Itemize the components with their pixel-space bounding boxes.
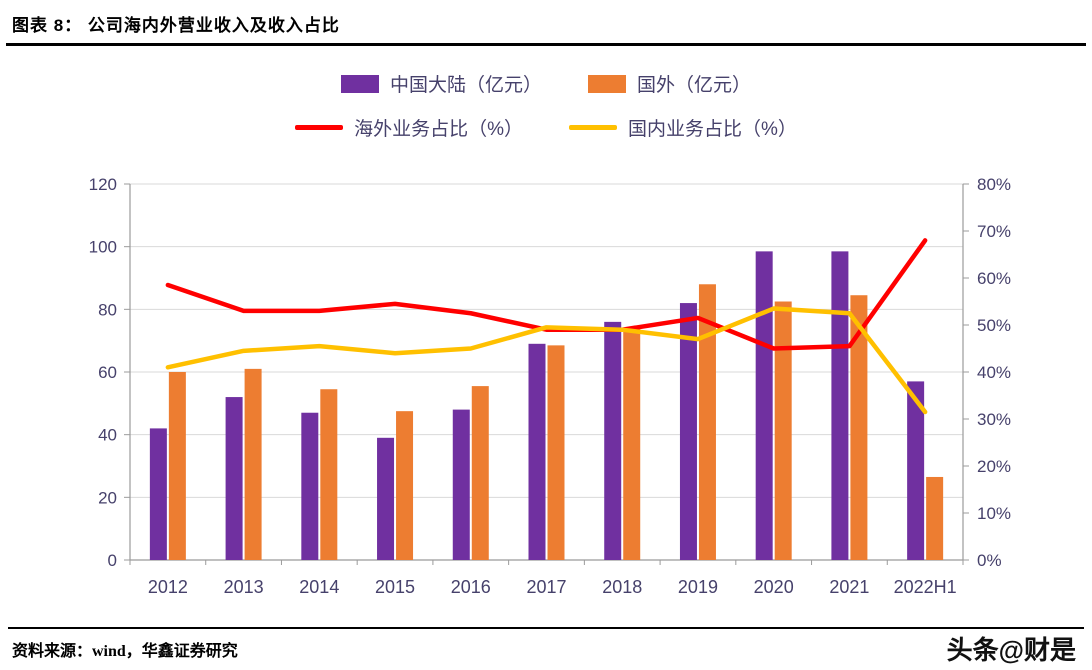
left-axis-tick-label: 100 bbox=[89, 238, 117, 257]
x-axis-category-label: 2020 bbox=[754, 577, 794, 597]
figure-title: 图表 8： 公司海内外营业收入及收入占比 bbox=[12, 16, 340, 35]
legend-item-overseas: 国外（亿元） bbox=[588, 70, 751, 97]
right-axis-tick-label: 10% bbox=[977, 504, 1011, 523]
legend-label-overseas-share: 海外业务占比（%） bbox=[354, 119, 523, 140]
right-axis-tick-label: 70% bbox=[977, 222, 1011, 241]
bar-mainland bbox=[225, 397, 243, 560]
source-note: 资料来源：wind，华鑫证券研究 bbox=[12, 643, 238, 660]
bar-overseas bbox=[926, 476, 944, 560]
bar-overseas bbox=[244, 368, 262, 560]
legend-item-overseas-share: 海外业务占比（%） bbox=[295, 114, 523, 141]
overseas-swatch-icon bbox=[588, 74, 626, 93]
bar-mainland bbox=[755, 251, 773, 560]
x-axis-category-label: 2014 bbox=[299, 577, 339, 597]
bar-mainland bbox=[604, 321, 622, 560]
bar-mainland bbox=[679, 303, 697, 560]
bar-overseas bbox=[774, 301, 792, 560]
right-axis-tick-label: 30% bbox=[977, 410, 1011, 429]
left-axis-tick-label: 20 bbox=[98, 488, 117, 507]
bar-mainland bbox=[907, 381, 925, 560]
overseas-share-line-icon bbox=[295, 125, 344, 130]
chart-legend: 中国大陆（亿元） 国外（亿元） 海外业务占比（%） 国内业务占比（%） bbox=[0, 70, 1092, 141]
domestic-share-line-icon bbox=[569, 125, 617, 130]
mainland-swatch-icon bbox=[340, 74, 379, 93]
bar-overseas bbox=[396, 411, 414, 560]
x-axis-category-label: 2019 bbox=[678, 577, 718, 597]
legend-row-bars: 中国大陆（亿元） 国外（亿元） bbox=[340, 70, 751, 97]
x-axis-category-label: 2017 bbox=[526, 577, 566, 597]
x-axis-category-label: 2013 bbox=[224, 577, 264, 597]
x-axis-category-label: 2015 bbox=[375, 577, 415, 597]
line-overseas-share bbox=[165, 238, 928, 351]
bar-overseas bbox=[623, 328, 641, 560]
bar-mainland bbox=[377, 437, 395, 560]
bar-mainland bbox=[528, 343, 546, 560]
bar-mainland bbox=[301, 412, 319, 560]
legend-item-mainland: 中国大陆（亿元） bbox=[340, 70, 542, 97]
x-axis-category-label: 2018 bbox=[602, 577, 642, 597]
right-axis-tick-label: 0% bbox=[977, 551, 1002, 570]
x-axis-category-label: 2022H1 bbox=[894, 577, 957, 597]
left-axis-tick-label: 0 bbox=[108, 551, 117, 570]
footer-divider bbox=[8, 627, 1084, 629]
legend-label-overseas: 国外（亿元） bbox=[637, 75, 752, 96]
x-axis-category-label: 2012 bbox=[148, 577, 188, 597]
right-axis-tick-label: 20% bbox=[977, 457, 1011, 476]
legend-label-mainland: 中国大陆（亿元） bbox=[389, 75, 542, 96]
right-axis-tick-label: 60% bbox=[977, 269, 1011, 288]
right-axis-tick-label: 80% bbox=[977, 175, 1011, 194]
combo-chart: 0 20 40 60 80 100 120 0% 10% 20% 30% 40% 50% 60% 70% 80… bbox=[0, 150, 1092, 620]
left-axis-tick-label: 60 bbox=[98, 363, 117, 382]
line-domestic-share bbox=[165, 306, 928, 415]
legend-row-lines: 海外业务占比（%） 国内业务占比（%） bbox=[295, 114, 797, 141]
left-axis-tick-label: 120 bbox=[89, 175, 117, 194]
bar-overseas bbox=[320, 389, 338, 560]
left-axis-tick-label: 40 bbox=[98, 426, 117, 445]
bar-mainland bbox=[831, 251, 849, 560]
watermark: 头条@财是 bbox=[946, 635, 1076, 665]
bar-overseas bbox=[547, 345, 565, 560]
bar-mainland bbox=[149, 428, 167, 560]
x-axis-category-label: 2021 bbox=[829, 577, 869, 597]
legend-item-domestic-share: 国内业务占比（%） bbox=[569, 114, 797, 141]
figure-header: 图表 8： 公司海内外营业收入及收入占比 bbox=[6, 0, 1086, 46]
bar-overseas bbox=[471, 386, 489, 560]
combo-chart-canvas: 0 20 40 60 80 100 120 0% 10% 20% 30% 40% 50% 60% 70% 80… bbox=[89, 175, 1011, 597]
bar-overseas bbox=[850, 295, 868, 560]
legend-label-domestic-share: 国内业务占比（%） bbox=[628, 119, 797, 140]
right-axis-tick-label: 40% bbox=[977, 363, 1011, 382]
bar-overseas bbox=[698, 284, 716, 560]
bar-mainland bbox=[452, 409, 470, 560]
right-axis-tick-label: 50% bbox=[977, 316, 1011, 335]
left-axis-tick-label: 80 bbox=[98, 300, 117, 319]
bar-overseas bbox=[168, 372, 186, 560]
x-axis-category-label: 2016 bbox=[451, 577, 491, 597]
